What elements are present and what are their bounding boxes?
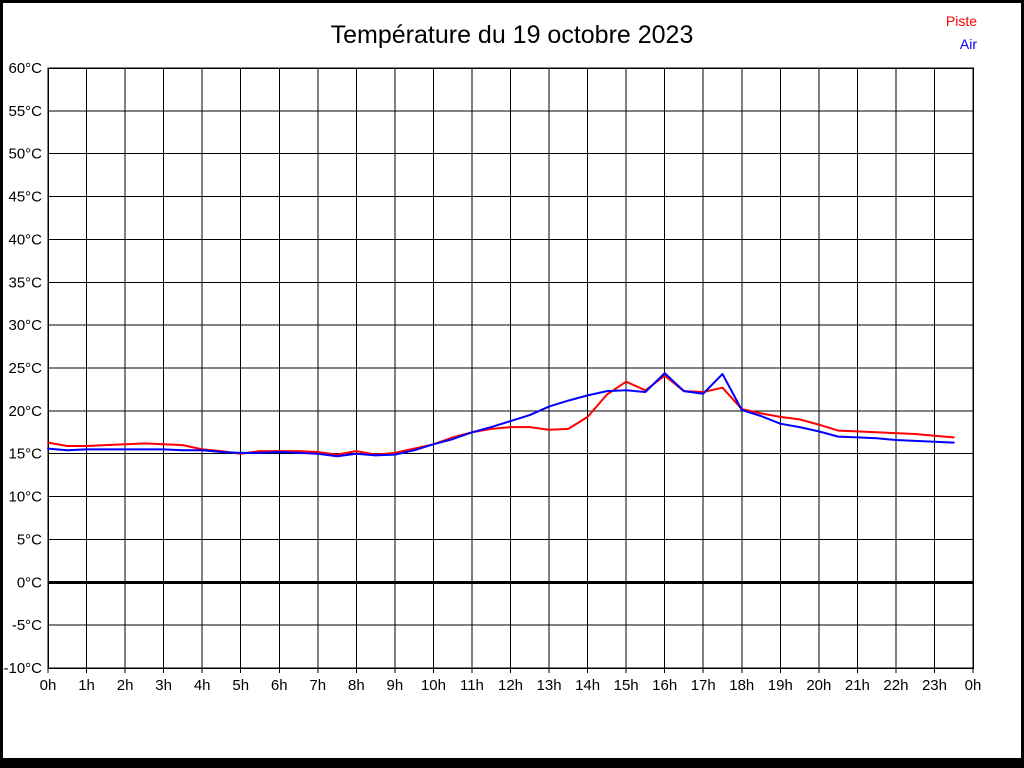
y-tick-label: 30°C	[8, 317, 42, 334]
y-tick-label: -10°C	[3, 660, 42, 677]
piste-series-line	[47, 374, 955, 456]
y-tick-label: 0°C	[17, 574, 42, 591]
chart-title: Température du 19 octobre 2023	[330, 21, 694, 49]
x-tick-label: 0h	[965, 677, 982, 694]
x-tick-label: 13h	[537, 677, 562, 694]
legend-entry-air: Air	[959, 36, 977, 52]
x-tick-label: 1h	[78, 677, 95, 694]
x-tick-label: 14h	[575, 677, 600, 694]
x-tick-label: 4h	[194, 677, 211, 694]
x-tick-label: 8h	[348, 677, 365, 694]
x-tick-label: 3h	[155, 677, 172, 694]
x-tick-label: 7h	[309, 677, 326, 694]
x-tick-label: 19h	[768, 677, 793, 694]
x-tick-label: 2h	[117, 677, 134, 694]
y-tick-label: -5°C	[12, 617, 42, 634]
y-tick-label: 60°C	[8, 60, 42, 77]
y-tick-label: 35°C	[8, 274, 42, 291]
y-tick-label: 15°C	[8, 446, 42, 463]
y-tick-label: 55°C	[8, 103, 42, 120]
x-tick-label: 17h	[691, 677, 716, 694]
x-tick-label: 23h	[922, 677, 947, 694]
y-tick-label: 20°C	[8, 403, 42, 420]
x-tick-label: 16h	[652, 677, 677, 694]
x-tick-label: 9h	[387, 677, 404, 694]
y-tick-label: 50°C	[8, 146, 42, 163]
x-tick-label: 0h	[40, 677, 57, 694]
chart-legend: Piste Air	[946, 10, 977, 56]
x-tick-label: 18h	[729, 677, 754, 694]
y-tick-label: 10°C	[8, 489, 42, 506]
legend-entry-piste: Piste	[945, 13, 977, 29]
x-tick-label: 22h	[883, 677, 908, 694]
chart-frame	[47, 67, 974, 669]
y-tick-label: 40°C	[8, 231, 42, 248]
y-tick-label: 25°C	[8, 360, 42, 377]
air-series-line	[47, 372, 955, 458]
x-tick-label: 15h	[614, 677, 639, 694]
x-tick-label: 6h	[271, 677, 288, 694]
x-tick-label: 10h	[421, 677, 446, 694]
x-tick-label: 12h	[498, 677, 523, 694]
x-tick-label: 21h	[845, 677, 870, 694]
x-tick-label: 5h	[232, 677, 249, 694]
x-tick-label: 11h	[460, 677, 484, 694]
x-tick-label: 20h	[806, 677, 831, 694]
y-tick-label: 5°C	[17, 531, 42, 548]
y-tick-label: 45°C	[8, 189, 42, 206]
